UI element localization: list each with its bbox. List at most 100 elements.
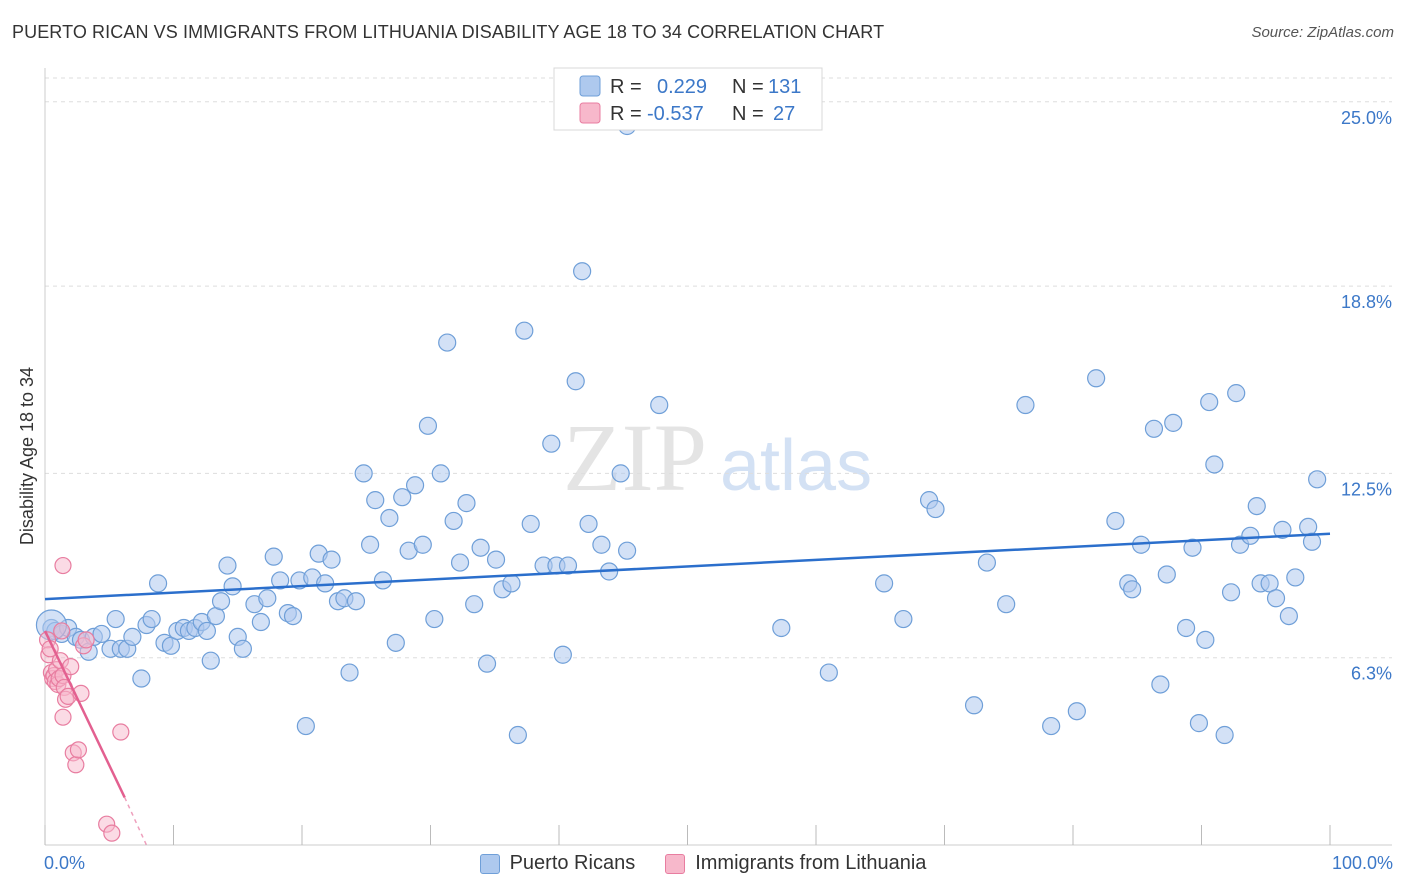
data-point: [650, 395, 669, 415]
data-point: [123, 627, 142, 646]
data-point: [1273, 520, 1292, 539]
legend-swatch-blue: [579, 75, 601, 97]
legend-n-value: 131: [768, 76, 801, 98]
y-axis-label: Disability Age 18 to 34: [17, 367, 37, 545]
data-point: [558, 556, 578, 575]
bottom-legend-label: Immigrants from Lithuania: [695, 852, 927, 874]
legend-r-label: R =: [610, 103, 642, 125]
source-label: Source: ZipAtlas.com: [1251, 24, 1394, 41]
data-point: [457, 494, 476, 513]
data-point: [566, 372, 585, 391]
data-point: [132, 669, 151, 688]
data-point: [1183, 538, 1202, 557]
legend-n-value: 27: [773, 103, 795, 125]
legend-n-label: N =: [732, 76, 764, 98]
data-point: [1144, 419, 1164, 438]
bottom-legend: Puerto Ricans Immigrants from Lithuania: [0, 852, 1406, 875]
data-point: [251, 612, 270, 632]
data-point: [258, 589, 277, 608]
data-point: [592, 535, 611, 554]
data-point: [283, 606, 303, 626]
data-point: [1302, 532, 1322, 551]
data-point: [92, 624, 111, 644]
data-point: [515, 321, 534, 340]
watermark-atlas: atlas: [720, 426, 872, 506]
data-point: [964, 696, 984, 715]
y-tick-label: 6.3%: [1351, 664, 1392, 684]
data-point: [271, 571, 290, 590]
data-point: [77, 631, 95, 649]
data-point: [542, 434, 561, 453]
data-point: [1151, 675, 1170, 694]
data-point: [405, 476, 425, 495]
data-point: [819, 663, 838, 682]
data-point: [148, 574, 168, 593]
legend-r-label: R =: [610, 76, 642, 98]
bottom-legend-item-puerto-ricans[interactable]: Puerto Ricans: [479, 852, 636, 875]
y-tick-label: 25.0%: [1341, 108, 1392, 128]
data-point: [477, 654, 497, 673]
data-point: [926, 499, 945, 519]
data-point: [386, 633, 405, 652]
data-point: [197, 621, 217, 641]
data-point: [346, 592, 366, 611]
data-point: [618, 541, 637, 560]
data-point: [444, 511, 463, 531]
data-point: [1200, 392, 1219, 412]
data-point: [1123, 580, 1142, 599]
data-point: [1164, 413, 1183, 432]
data-point: [1215, 725, 1234, 745]
data-point: [106, 609, 125, 629]
data-point: [366, 491, 385, 510]
legend-box: R = 0.229 N = 131 R = -0.537 N = 27: [553, 67, 823, 131]
data-point: [1241, 526, 1260, 545]
data-point: [977, 553, 997, 572]
y-tick-labels: 6.3% 12.5% 18.8% 25.0%: [1341, 108, 1392, 684]
data-point: [340, 663, 359, 682]
data-point: [521, 514, 540, 534]
data-point: [1157, 565, 1176, 584]
data-point: [1266, 589, 1286, 608]
watermark-zip: ZIP: [563, 404, 707, 511]
data-point: [1087, 369, 1106, 388]
data-point: [1221, 583, 1241, 602]
bottom-legend-label: Puerto Ricans: [509, 852, 636, 874]
data-point: [1279, 606, 1298, 626]
bottom-legend-swatch-blue: [479, 853, 500, 874]
axes: [44, 68, 1392, 846]
data-point: [1067, 702, 1086, 721]
data-point: [1299, 517, 1318, 537]
data-point: [413, 535, 432, 554]
data-point: [1205, 455, 1224, 474]
data-point: [465, 595, 484, 614]
bottom-legend-item-lithuania[interactable]: Immigrants from Lithuania: [665, 852, 926, 875]
x-tick-label: 0.0%: [44, 853, 85, 873]
data-point: [553, 645, 572, 664]
data-point: [1042, 716, 1061, 736]
data-point: [1286, 568, 1305, 587]
data-point: [67, 756, 85, 774]
data-point: [233, 639, 252, 658]
data-point: [1227, 384, 1246, 403]
data-point: [54, 708, 72, 726]
data-point: [894, 609, 913, 629]
trend-lines: [43, 532, 1331, 849]
data-point: [1016, 395, 1035, 415]
data-point: [1106, 511, 1125, 531]
trend-line-lithuania-extension: [123, 797, 149, 849]
data-point: [354, 464, 373, 483]
data-point: [573, 262, 592, 281]
bottom-legend-swatch-pink: [665, 853, 686, 874]
trend-line-puerto-ricans: [44, 532, 1331, 601]
x-tick-labels: 0.0% 100.0%: [44, 853, 1393, 873]
data-point: [438, 333, 457, 352]
data-point: [1308, 470, 1327, 489]
legend-r-value: -0.537: [647, 103, 704, 125]
data-point: [380, 508, 399, 528]
data-point: [53, 622, 71, 640]
data-point: [1247, 496, 1266, 516]
legend-n-label: N =: [732, 103, 764, 125]
data-point: [425, 609, 444, 629]
data-point: [450, 553, 470, 572]
legend-r-value: 0.229: [657, 76, 707, 98]
